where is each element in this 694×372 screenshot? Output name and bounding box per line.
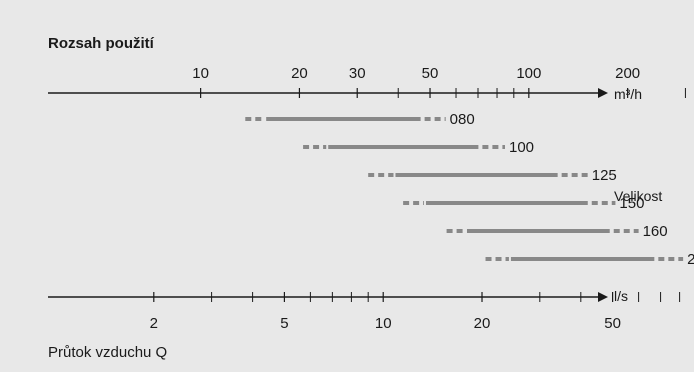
size-row-080: 080 xyxy=(245,111,475,128)
top-tick-label: 10 xyxy=(192,65,209,82)
top-axis-arrow xyxy=(598,88,608,98)
bottom-axis-arrow xyxy=(598,292,608,302)
chart-title: Rozsah použití xyxy=(48,35,155,52)
size-label: 125 xyxy=(592,167,617,184)
size-label: 150 xyxy=(619,195,644,212)
size-label: 080 xyxy=(450,111,475,128)
bottom-tick-label: 2 xyxy=(150,315,158,332)
top-tick-label: 20 xyxy=(291,65,308,82)
top-axis-m3h: 10 20 30 50 100 200 xyxy=(48,65,686,98)
top-tick-label: 50 xyxy=(422,65,439,82)
bottom-tick-label: 5 xyxy=(280,315,288,332)
bottom-axis-unit: l/s xyxy=(614,288,628,304)
size-row-200: 200 xyxy=(485,251,694,268)
size-row-150: 150 xyxy=(403,195,644,212)
size-row-100: 100 xyxy=(303,139,534,156)
top-tick-label: 200 xyxy=(615,65,640,82)
top-tick-label: 30 xyxy=(349,65,366,82)
size-label: 100 xyxy=(509,139,534,156)
top-axis-unit: m³/h xyxy=(614,86,642,102)
size-label: 160 xyxy=(643,223,668,240)
bottom-tick-label: 10 xyxy=(375,315,392,332)
bottom-tick-label: 50 xyxy=(604,315,621,332)
bottom-axis-label: Průtok vzduchu Q xyxy=(48,344,167,361)
size-row-160: 160 xyxy=(446,223,668,240)
bottom-axis-ls: 25102050100 xyxy=(48,292,681,332)
size-label: 200 xyxy=(687,251,694,268)
bottom-tick-label: 20 xyxy=(474,315,491,332)
size-row-125: 125 xyxy=(368,167,617,184)
category-label: Velikost xyxy=(614,188,662,204)
top-tick-label: 100 xyxy=(516,65,541,82)
